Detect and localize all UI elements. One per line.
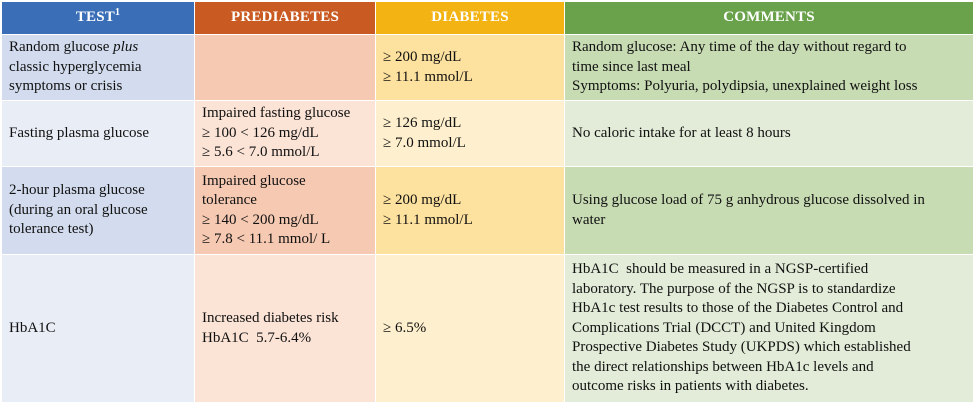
cell-text-line: Random glucose: Any time of the day with…: [572, 39, 907, 56]
cell-prediabetes: Increased diabetes risk HbA1C 5.7-6.4%: [194, 254, 376, 403]
header-row: TEST1 PREDIABETES DIABETES COMMENTS: [1, 1, 974, 35]
header-prediabetes: PREDIABETES: [194, 1, 376, 35]
cell-text-line: HbA1c test results to those of the Diabe…: [572, 300, 904, 317]
cell-text-line: Symptoms: Polyuria, polydipsia, unexplai…: [572, 78, 918, 95]
cell-text-line: time since last meal: [572, 58, 691, 75]
cell-prediabetes: Impaired fasting glucose ≥ 100 < 126 mg/…: [194, 100, 376, 167]
cell-text-italic: plus: [113, 39, 139, 56]
cell-text-line: HbA1C 5.7-6.4%: [202, 329, 312, 346]
diabetes-criteria-table: TEST1 PREDIABETES DIABETES COMMENTS Rand…: [1, 1, 974, 403]
cell-prediabetes: Impaired glucose tolerance ≥ 140 < 200 m…: [194, 166, 376, 255]
cell-text-line: Increased diabetes risk: [202, 310, 339, 326]
cell-text-line: ≥ 7.0 mmol/L: [383, 134, 466, 151]
cell-text-line: classic hyperglycemia: [9, 58, 142, 75]
cell-test: HbA1C: [1, 254, 195, 403]
cell-text-line: Impaired glucose: [202, 172, 306, 189]
cell-text-line: HbA1C: [9, 319, 56, 336]
cell-comments: Random glucose: Any time of the day with…: [564, 34, 974, 101]
cell-comments: Using glucose load of 75 g anhydrous glu…: [564, 166, 974, 255]
cell-text-line: symptoms or crisis: [9, 78, 123, 95]
cell-text-line: tolerance: [202, 192, 257, 208]
header-comments: COMMENTS: [564, 1, 974, 35]
cell-text-line: Complications Trial (DCCT) and United Ki…: [572, 319, 876, 336]
cell-text-line: ≥ 200 mg/dL: [383, 192, 462, 208]
cell-diabetes: ≥ 6.5%: [375, 254, 565, 403]
cell-test: 2-hour plasma glucose (during an oral gl…: [1, 166, 195, 255]
cell-diabetes: ≥ 200 mg/dL ≥ 11.1 mmol/L: [375, 166, 565, 255]
cell-comments: No caloric intake for at least 8 hours: [564, 100, 974, 167]
table-row-fasting-plasma-glucose: Fasting plasma glucose Impaired fasting …: [1, 100, 974, 167]
cell-text-line: laboratory. The purpose of the NGSP is t…: [572, 280, 896, 297]
cell-text-line: (during an oral glucose: [9, 201, 148, 218]
cell-text-line: HbA1C should be measured in a NGSP-certi…: [572, 261, 869, 278]
cell-text-line: Prospective Diabetes Study (UKPDS) which…: [572, 339, 911, 356]
footnote-marker: 1: [114, 7, 121, 19]
cell-text-line: outcome risks in patients with diabetes.: [572, 378, 809, 395]
cell-text-line: ≥ 11.1 mmol/L: [383, 68, 473, 85]
table-row-random-glucose: Random glucose plus classic hyperglycemi…: [1, 34, 974, 101]
cell-text-line: ≥ 5.6 < 7.0 mmol/L: [202, 144, 320, 161]
cell-text-line: the direct relationships between HbA1c l…: [572, 358, 874, 375]
cell-text-line: ≥ 140 < 200 mg/dL: [202, 211, 319, 228]
cell-text-line: 2-hour plasma glucose: [9, 182, 145, 199]
cell-text-line: No caloric intake for at least 8 hours: [572, 124, 791, 141]
cell-test: Fasting plasma glucose: [1, 100, 195, 167]
cell-text-line: ≥ 126 mg/dL: [383, 115, 462, 131]
cell-text-line: Using glucose load of 75 g anhydrous glu…: [572, 192, 925, 208]
cell-text-line: ≥ 200 mg/dL: [383, 49, 462, 65]
cell-comments: HbA1C should be measured in a NGSP-certi…: [564, 254, 974, 403]
cell-text-line: Impaired fasting glucose: [202, 105, 351, 122]
cell-text-line: ≥ 6.5%: [383, 319, 427, 336]
cell-text-line: ≥ 7.8 < 11.1 mmol/ L: [202, 231, 331, 247]
cell-text-line: tolerance test): [9, 221, 94, 238]
cell-text-line: ≥ 11.1 mmol/L: [383, 211, 473, 228]
cell-test: Random glucose plus classic hyperglycemi…: [1, 34, 195, 101]
cell-diabetes: ≥ 126 mg/dL ≥ 7.0 mmol/L: [375, 100, 565, 167]
cell-text-line: Fasting plasma glucose: [9, 124, 149, 141]
cell-text-line: water: [572, 211, 606, 228]
cell-text-line: Random glucose plus: [9, 38, 187, 58]
cell-text-line: ≥ 100 < 126 mg/dL: [202, 124, 319, 141]
cell-prediabetes: [194, 34, 376, 101]
table-row-hba1c: HbA1C Increased diabetes risk HbA1C 5.7-…: [1, 254, 974, 403]
cell-text-span: Random glucose: [9, 39, 110, 56]
cell-diabetes: ≥ 200 mg/dL ≥ 11.1 mmol/L: [375, 34, 565, 101]
header-test: TEST1: [1, 1, 195, 35]
header-diabetes: DIABETES: [375, 1, 565, 35]
table-row-2h-plasma-glucose: 2-hour plasma glucose (during an oral gl…: [1, 166, 974, 255]
header-test-label: TEST: [75, 9, 115, 26]
